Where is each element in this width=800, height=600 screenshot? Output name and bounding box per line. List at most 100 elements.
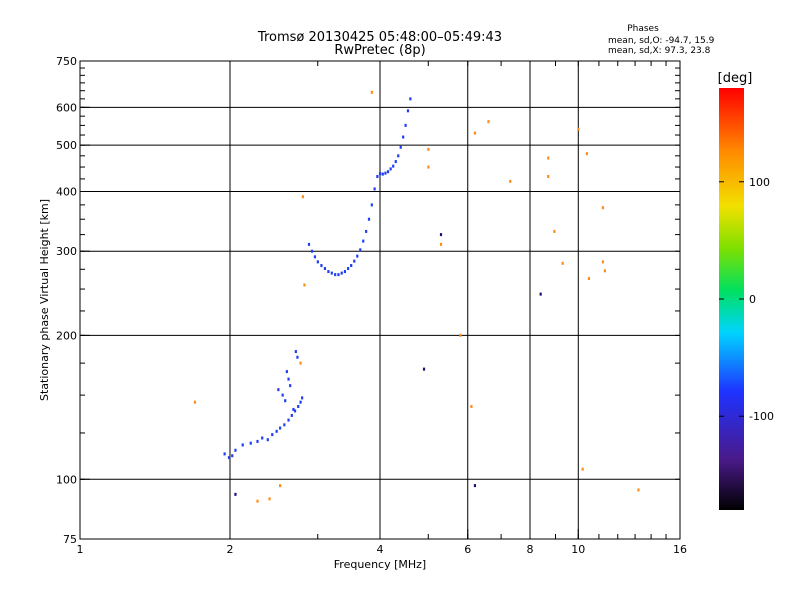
- echo-point: [392, 164, 395, 168]
- echo-point: [381, 172, 384, 176]
- colorbar-tick-label: 0: [749, 293, 756, 306]
- echo-point: [473, 484, 477, 488]
- echo-point: [470, 404, 473, 408]
- y-tick-label: 100: [56, 473, 77, 486]
- chart-subtitle: RwPretec (8p): [334, 43, 425, 58]
- echo-point: [473, 131, 477, 135]
- stats-o-mode: mean, sd,O: -94.7, 15.9: [608, 36, 715, 46]
- echo-point: [294, 350, 297, 354]
- chart-title: Tromsø 20130425 05:48:00–05:49:43: [257, 30, 502, 45]
- echo-point: [234, 448, 237, 452]
- echo-point: [316, 260, 319, 264]
- series-group: [234, 233, 542, 496]
- x-tick-label: 1: [77, 543, 84, 556]
- echo-point: [193, 400, 197, 404]
- echo-point: [279, 484, 282, 488]
- series-group: [193, 90, 640, 503]
- y-tick-label: 500: [56, 139, 77, 152]
- echo-point: [310, 249, 314, 253]
- echo-point: [261, 436, 264, 440]
- echo-point: [307, 242, 311, 246]
- echo-point: [301, 396, 304, 400]
- stats-x-mode: mean, sd,X: 97.3, 23.8: [608, 46, 711, 56]
- colorbar-label: [deg]: [718, 71, 753, 86]
- echo-points: [193, 90, 640, 503]
- echo-point: [439, 242, 443, 246]
- echo-point: [289, 384, 292, 388]
- echo-point: [406, 109, 410, 113]
- y-tick-label: 75: [63, 533, 77, 546]
- y-tick-label: 750: [56, 55, 77, 68]
- stats-heading: Phases: [627, 24, 659, 34]
- phase-stats: Phases mean, sd,O: -94.7, 15.9 mean, sd,…: [608, 24, 715, 56]
- echo-point: [290, 413, 293, 417]
- echo-point: [353, 259, 356, 263]
- echo-point: [581, 467, 584, 471]
- echo-point: [287, 377, 290, 381]
- echo-point: [553, 229, 556, 233]
- echo-point: [427, 147, 430, 151]
- echo-point: [547, 174, 550, 178]
- echo-point: [296, 355, 299, 359]
- plot-frame: [79, 60, 681, 540]
- echo-point: [241, 443, 244, 447]
- x-tick-label: 6: [464, 543, 471, 556]
- y-tick-label: 600: [56, 101, 77, 114]
- echo-point: [389, 167, 392, 171]
- echo-point: [256, 499, 259, 503]
- echo-point: [249, 441, 252, 445]
- echo-point: [231, 454, 234, 458]
- colorbar-tick-label: 100: [749, 176, 770, 189]
- echo-point: [279, 426, 282, 430]
- echo-point: [327, 270, 330, 274]
- echo-point: [227, 456, 231, 460]
- echo-point: [439, 233, 443, 237]
- y-tick-label: 300: [56, 245, 77, 258]
- echo-point: [256, 439, 259, 443]
- echo-point: [346, 267, 350, 271]
- echo-point: [386, 170, 390, 174]
- colorbar-tick-label: -100: [749, 410, 774, 423]
- echo-point: [394, 160, 397, 164]
- echo-point: [601, 260, 605, 264]
- echo-point: [337, 273, 340, 277]
- echo-point: [547, 156, 550, 160]
- echo-point: [350, 264, 353, 268]
- echo-point: [362, 239, 365, 243]
- echo-point: [487, 120, 490, 124]
- echo-point: [359, 248, 362, 252]
- echo-point: [281, 393, 284, 397]
- echo-point: [585, 152, 588, 156]
- echo-point: [539, 292, 542, 296]
- echo-point: [343, 270, 347, 274]
- echo-point: [373, 187, 376, 191]
- echo-point: [266, 438, 269, 442]
- echo-point: [287, 418, 290, 422]
- echo-point: [234, 492, 237, 496]
- echo-point: [397, 154, 400, 158]
- x-tick-label: 8: [527, 543, 534, 556]
- echo-point: [297, 404, 300, 408]
- echo-point: [370, 203, 373, 207]
- echo-point: [330, 271, 333, 275]
- series-group: [307, 97, 412, 277]
- echo-point: [370, 90, 373, 94]
- echo-point: [409, 97, 412, 101]
- echo-point: [283, 423, 286, 427]
- echo-point: [603, 269, 606, 273]
- echo-point: [268, 497, 271, 501]
- x-tick-label: 16: [673, 543, 687, 556]
- echo-point: [402, 135, 405, 139]
- echo-point: [299, 361, 302, 365]
- echo-point: [367, 217, 371, 221]
- echo-point: [587, 277, 591, 281]
- echo-point: [313, 255, 317, 259]
- echo-point: [601, 206, 605, 210]
- x-axis-label: Frequency [MHz]: [334, 558, 426, 571]
- echo-point: [365, 229, 368, 233]
- echo-point: [404, 123, 407, 127]
- echo-point: [427, 165, 430, 169]
- echo-point: [320, 264, 323, 268]
- echo-point: [301, 195, 305, 199]
